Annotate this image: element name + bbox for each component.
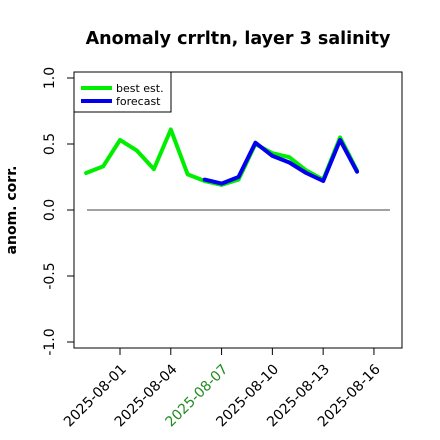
legend: best est. forecast: [73, 71, 172, 113]
legend-label-forecast: forecast: [116, 95, 161, 108]
x-axis: 2025-08-012025-08-042025-08-072025-08-10…: [61, 347, 384, 430]
y-tick-label: -1.0: [42, 328, 58, 355]
chart-title: Anomaly crrltn, layer 3 salinity: [86, 29, 391, 49]
y-tick-label: 0.5: [42, 133, 58, 155]
series-line-forecast: [202, 138, 359, 186]
y-axis: -1.0 -0.5 0.0 0.5 1.0: [42, 67, 75, 356]
series-group: [84, 127, 359, 187]
y-axis-label: anom. corr.: [4, 166, 20, 255]
y-tick-label: 0.0: [42, 199, 58, 221]
legend-box: [73, 71, 172, 113]
y-tick-label: 1.0: [42, 67, 58, 89]
legend-label-best-est: best est.: [116, 82, 164, 95]
y-tick-label: -0.5: [42, 262, 58, 289]
